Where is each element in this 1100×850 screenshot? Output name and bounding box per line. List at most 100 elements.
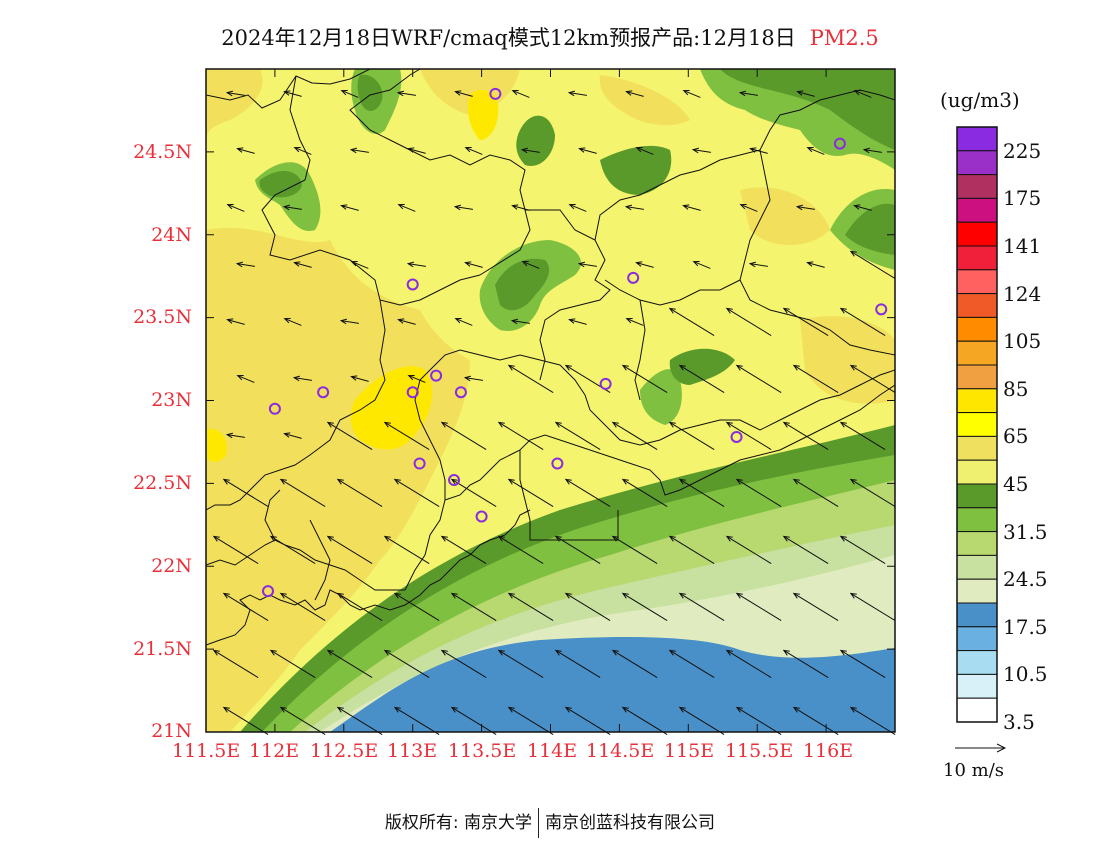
wind-arrow-icon: [682, 90, 701, 98]
wind-arrow-icon: [463, 375, 483, 382]
colorbar-label: 10.5: [1003, 662, 1048, 687]
wind-arrow-icon: [393, 706, 440, 736]
wind-arrow-icon: [749, 147, 768, 154]
wind-arrow-icon: [738, 90, 758, 97]
wind-arrow-icon: [269, 649, 316, 679]
wind-arrow-icon: [839, 535, 886, 565]
wind-arrow-icon: [507, 706, 554, 736]
wind-arrow-icon: [454, 90, 473, 97]
wind-arrow-icon: [625, 90, 644, 97]
purple-circle-icon: [317, 386, 330, 399]
colorbar-swatch: [956, 697, 998, 723]
station-markers: [262, 87, 888, 598]
wind-arrow-icon: [849, 250, 896, 280]
title-main: 2024年12月18日WRF/cmaq模式12km预报产品:12月18日: [221, 26, 796, 50]
wind-arrow-icon: [279, 478, 326, 508]
wind-arrow-icon: [568, 204, 587, 212]
wind-arrow-icon: [283, 432, 302, 439]
wind-arrow-icon: [782, 535, 829, 565]
wind-arrow-icon: [578, 147, 597, 154]
purple-circle-icon: [489, 87, 502, 100]
wind-arrow-icon: [520, 147, 540, 154]
wind-arrow-icon: [511, 90, 530, 98]
colorbar-swatch: [956, 602, 998, 628]
wind-arrow-icon: [407, 147, 426, 154]
lon-label: 114.5E: [586, 740, 655, 762]
wind-arrow-icon: [339, 318, 359, 325]
colorbar-swatch: [956, 150, 998, 176]
wind-legend-label: 10 m/s: [943, 760, 1004, 781]
wind-arrow-icon: [226, 318, 245, 325]
wind-arrow-icon: [279, 706, 326, 736]
axis-ticks: [205, 69, 895, 733]
colorbar-swatch: [956, 293, 998, 318]
wind-arrow-icon: [293, 261, 312, 268]
wind-arrow-icon: [678, 478, 725, 508]
colorbar-swatch: [956, 412, 998, 437]
wind-arrow-icon: [682, 204, 701, 211]
colorbar-swatch: [956, 554, 998, 580]
purple-circle-icon: [430, 369, 443, 382]
wind-arrow-icon: [350, 375, 369, 382]
lat-label: 21N: [151, 720, 192, 742]
colorbar-swatch: [956, 459, 998, 485]
colorbar-unit: (ug/m3): [940, 88, 1020, 112]
wind-arrow-icon: [691, 147, 711, 154]
boundary-lines: [206, 69, 895, 646]
wind-arrow-icon: [393, 478, 440, 508]
wind-arrow-icon: [497, 421, 544, 451]
wind-arrow-icon: [725, 535, 772, 565]
wind-arrow-icon: [236, 147, 255, 154]
wind-arrow-icon: [283, 318, 302, 326]
purple-circle-icon: [875, 303, 888, 316]
wind-arrow-icon: [725, 421, 772, 451]
colorbar-swatch: [956, 483, 998, 509]
wind-arrow-icon: [393, 592, 440, 622]
wind-arrow-icon: [564, 706, 611, 736]
map-title: 2024年12月18日WRF/cmaq模式12km预报产品:12月18日 PM2.…: [0, 22, 1100, 52]
wind-arrow-icon: [521, 261, 540, 269]
wind-arrow-icon: [293, 147, 312, 155]
wind-arrow-icon: [225, 432, 245, 439]
colorbar-swatch: [956, 650, 998, 675]
wind-arrow-icon: [564, 478, 611, 508]
colorbar-swatch: [956, 221, 998, 247]
colorbar-label: 45: [1003, 472, 1029, 496]
wind-arrow-icon: [450, 478, 497, 508]
wind-arrow-icon: [611, 421, 658, 451]
wind-arrow-icon: [725, 307, 772, 337]
wind-arrow-icon: [668, 535, 715, 565]
purple-circle-icon: [268, 402, 281, 415]
wind-arrow-icon: [782, 649, 829, 679]
wind-arrow-icon: [453, 204, 473, 211]
lon-label: 114E: [527, 740, 578, 762]
lon-label: 113E: [387, 740, 438, 762]
wind-arrow-icon: [611, 649, 658, 679]
colorbar-swatch: [956, 578, 998, 604]
wind-arrow-icon: [668, 649, 715, 679]
wind-arrow-icon: [796, 90, 815, 97]
wind-arrow-icon: [336, 478, 383, 508]
wind-arrow-icon: [397, 204, 416, 212]
wind-arrow-icon: [226, 204, 245, 212]
colorbar-swatch: [956, 626, 998, 652]
wind-arrow-icon: [635, 147, 654, 155]
lon-label: 116E: [803, 740, 854, 762]
wind-arrow-icon: [735, 706, 782, 736]
wind-arrow-icon: [554, 535, 601, 565]
wind-arrow-icon: [725, 649, 772, 679]
wind-arrow-icon: [511, 204, 530, 211]
colorbar-label: 85: [1003, 376, 1029, 401]
lat-label: 23N: [151, 389, 192, 411]
lon-label: 115.5E: [725, 740, 794, 762]
wind-arrow-icon: [336, 592, 383, 622]
purple-circle-icon: [599, 377, 612, 390]
wind-arrow-icon: [222, 706, 269, 736]
wind-arrow-icon: [396, 90, 416, 97]
wind-arrow-icon: [222, 478, 269, 508]
wind-arrow-icon: [212, 649, 259, 679]
wind-arrow-icon: [282, 204, 302, 211]
footer-separator: [538, 808, 540, 838]
wind-arrow-icon: [839, 307, 886, 337]
